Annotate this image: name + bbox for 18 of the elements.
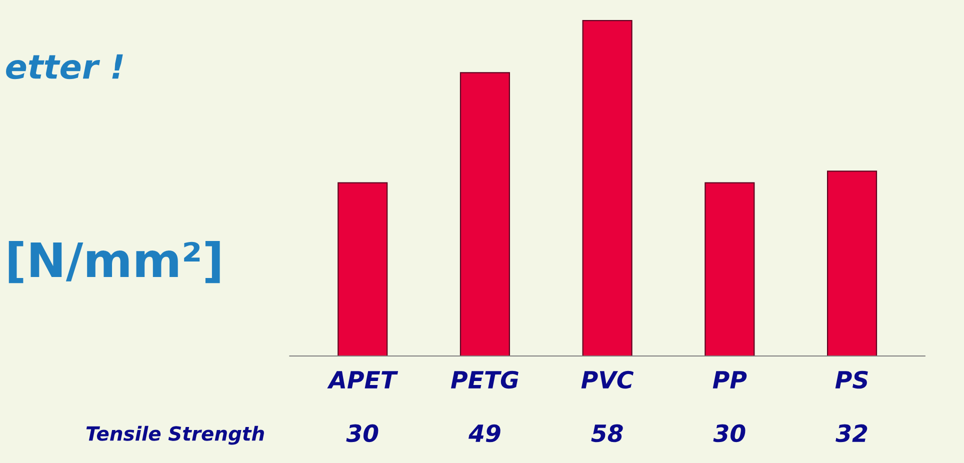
bar (704, 182, 755, 357)
bar (460, 72, 510, 357)
text: etter ! (6, 54, 123, 80)
data-label: 30 (346, 424, 378, 442)
bar (827, 170, 878, 357)
x-tick-label: PVC (581, 370, 634, 389)
x-tick-label: PS (835, 370, 868, 389)
data-label: 49 (468, 424, 500, 442)
x-tick-label: PP (712, 371, 747, 388)
x-tick-label: APET (327, 371, 398, 388)
y-axis-title: [N/mm²] (8, 241, 220, 284)
bar (338, 182, 388, 357)
x-tick-label: PETG (451, 370, 518, 389)
text: Tensile Strength (86, 426, 264, 445)
data-label: 58 (591, 424, 623, 442)
data-label: 32 (836, 424, 868, 442)
bar (582, 20, 632, 357)
data-label: 30 (713, 424, 746, 442)
